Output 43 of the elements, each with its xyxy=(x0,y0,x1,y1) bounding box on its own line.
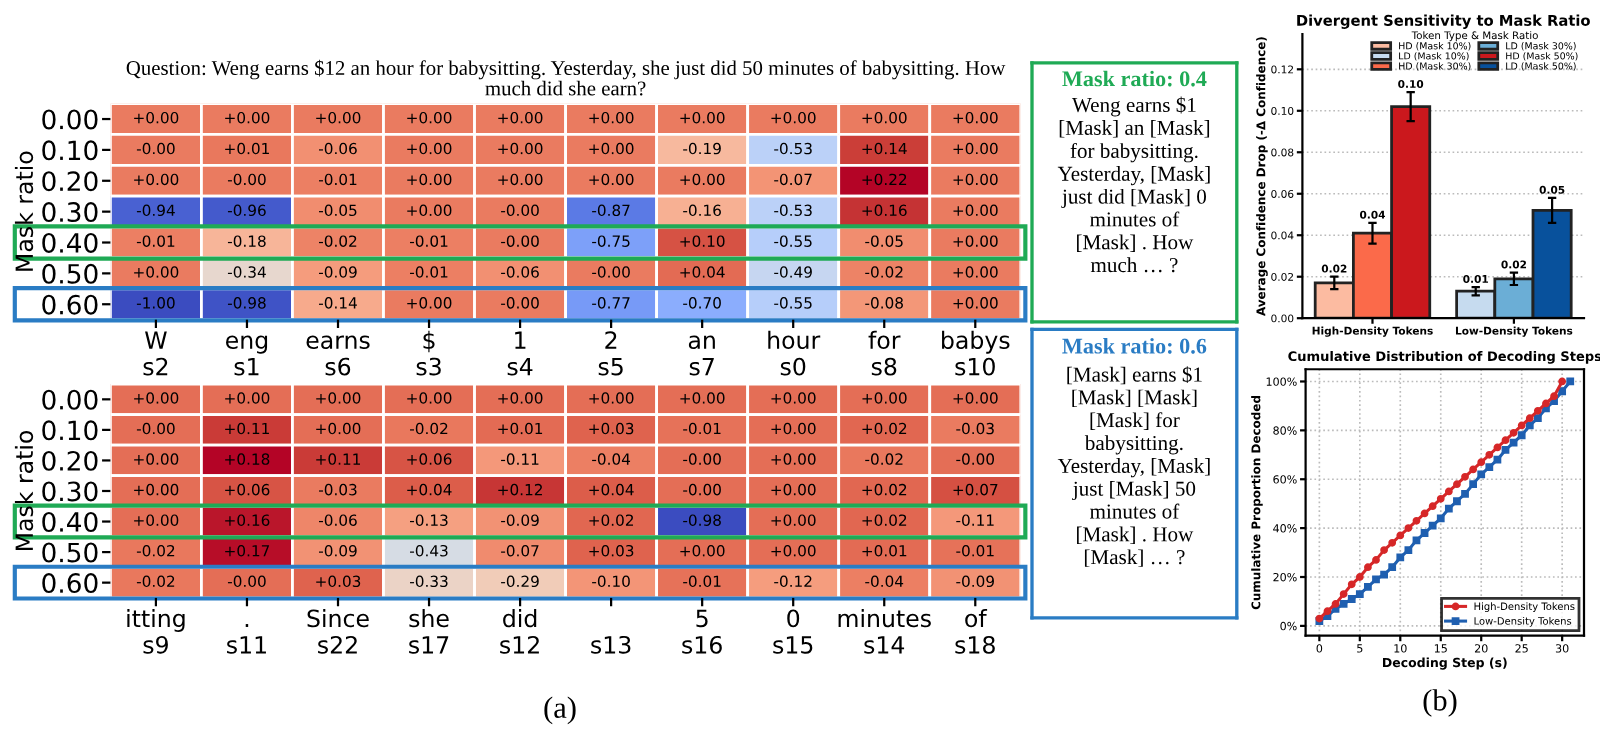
x-tick-label: . s11 xyxy=(227,624,266,654)
text: Weng earns $1 [Mask] an [Mask] for babysitting. Yesterday, [Mask] just did [Mask] 0 minutes of [Mask] . How much … ? xyxy=(1057,96,1210,273)
x-tick-label: an s7 xyxy=(688,335,715,376)
x-tick-label: itting s9 xyxy=(127,609,185,654)
y-tick-label: 0.40 xyxy=(42,511,98,532)
x-tick-label: did s12 xyxy=(500,609,539,654)
y-tick-label: 0.10 xyxy=(42,420,98,441)
x-tick-label: 0 s15 xyxy=(773,609,813,654)
y-tick-label: 0.60 xyxy=(42,573,98,594)
x-tick-label: $ s3 xyxy=(416,330,441,376)
x-tick-label: W s2 xyxy=(143,331,168,376)
x-tick-label: Since s22 xyxy=(307,609,369,654)
text: (b) xyxy=(1423,689,1457,717)
y-axis-title: Mask ratio xyxy=(14,430,34,551)
chart-title: Question: Weng earns $12 an hour for babysitting. Yesterday, she just did 50 minutes of babysitting. How much did she earn? xyxy=(126,59,1006,96)
x-tick-label: 5 s16 xyxy=(682,609,722,654)
x-tick-label: 2 s5 xyxy=(598,331,623,376)
x-tick-label: earns s6 xyxy=(306,335,370,376)
text: (a) xyxy=(544,696,576,725)
x-tick-label: for s8 xyxy=(868,330,901,376)
x-tick-label: minutes s14 xyxy=(838,609,931,654)
x-tick-label: babys s10 xyxy=(942,330,1010,376)
y-tick-label: 0.10 xyxy=(42,140,98,161)
y-tick-label: 0.60 xyxy=(42,294,98,315)
y-tick-label: 0.50 xyxy=(42,542,98,563)
text: Mask ratio: 0.6 xyxy=(1062,337,1207,354)
y-tick-label: 0.20 xyxy=(42,450,98,471)
x-tick-label: of s18 xyxy=(955,609,995,654)
x-tick-label: she s17 xyxy=(409,609,449,654)
y-tick-label: 0.00 xyxy=(42,109,98,130)
y-tick-label: 0.30 xyxy=(42,481,98,502)
y-tick-label: 0.50 xyxy=(42,263,98,284)
y-tick-label: 0.00 xyxy=(42,389,98,410)
x-tick-label: eng s1 xyxy=(226,335,268,376)
x-tick-label: 1 s4 xyxy=(507,331,533,376)
text: [Mask] earns $1 [Mask] [Mask] [Mask] for babysitting. Yesterday, [Mask] just [Mask] 50 minutes of [Mask] . How [Mask] … ? xyxy=(1057,366,1210,567)
y-tick-label: 0.40 xyxy=(42,232,98,253)
text: Mask ratio: 0.4 xyxy=(1062,70,1207,87)
y-axis-title: Mask ratio xyxy=(14,151,34,271)
x-tick-label: s13 xyxy=(591,635,631,654)
y-tick-label: 0.30 xyxy=(42,202,98,223)
y-tick-label: 0.20 xyxy=(42,171,98,192)
x-tick-label: hour s0 xyxy=(768,330,821,376)
